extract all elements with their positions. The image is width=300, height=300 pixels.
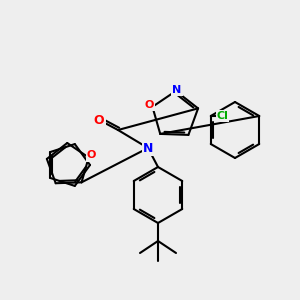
Text: N: N — [143, 142, 153, 154]
Text: N: N — [172, 85, 182, 95]
Text: O: O — [94, 113, 104, 127]
Text: O: O — [87, 151, 96, 160]
Text: Cl: Cl — [217, 111, 229, 121]
Text: O: O — [145, 100, 154, 110]
